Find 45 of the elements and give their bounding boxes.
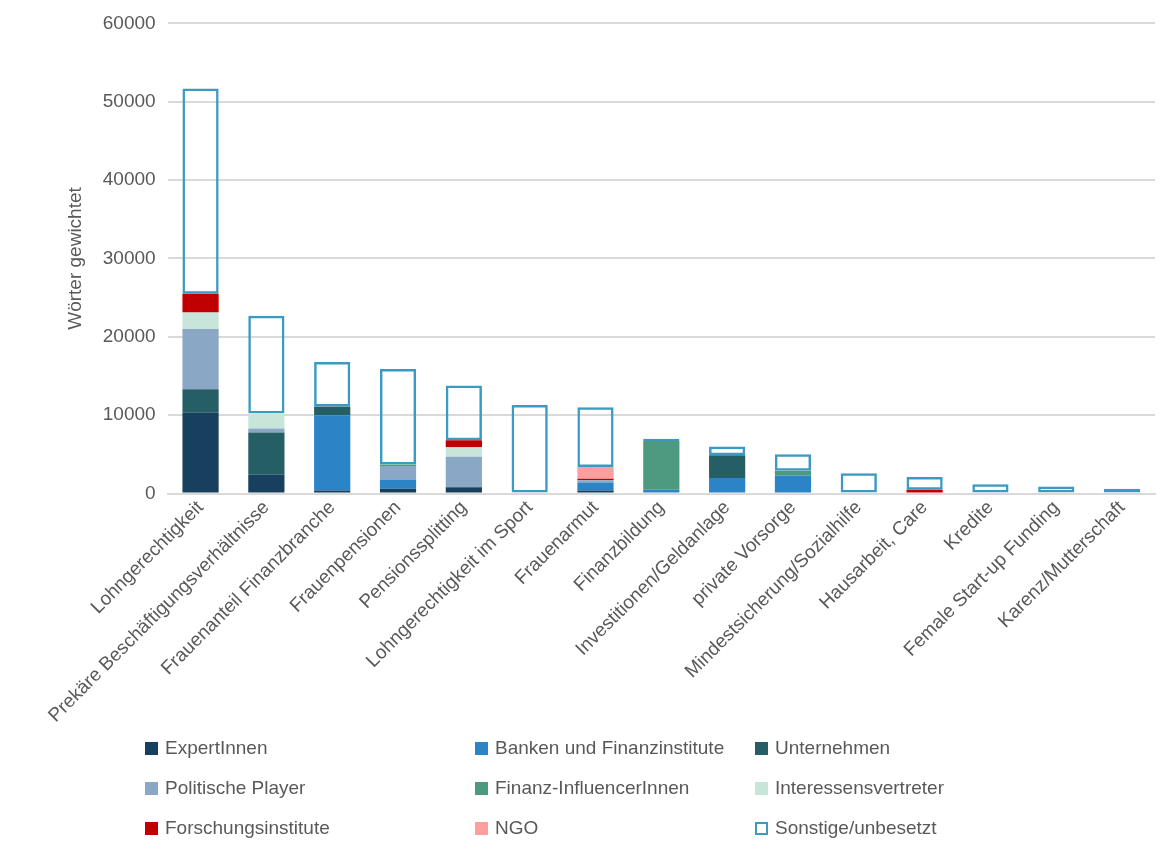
y-tick-label: 20000 [102, 325, 156, 347]
bar [445, 456, 482, 488]
bar [182, 329, 219, 390]
bar [182, 389, 219, 413]
legend-label: Forschungsinstitute [165, 817, 330, 839]
y-tick-label: 0 [145, 481, 156, 503]
bar [379, 479, 417, 489]
bar [314, 406, 351, 416]
bar [709, 477, 746, 493]
bar [182, 412, 219, 493]
bar [906, 489, 943, 493]
bar [314, 490, 351, 493]
bar [709, 455, 746, 478]
bar [774, 475, 812, 493]
bar [248, 413, 285, 429]
legend-label: ExpertInnen [165, 737, 268, 759]
bar [643, 489, 680, 493]
bar [577, 490, 614, 493]
bar [379, 488, 417, 493]
legend-label: Banken und Finanzinstitute [495, 737, 725, 759]
y-tick-label: 10000 [102, 403, 156, 425]
bar [314, 415, 351, 491]
legend-label: Finanz-InfluencerInnen [495, 777, 690, 799]
bar [774, 470, 812, 476]
y-tick-label: 30000 [102, 246, 156, 268]
y-axis-title: Wörter gewichtet [63, 186, 85, 330]
legend-label: Interessensvertreter [775, 777, 944, 799]
legend-label: Unternehmen [775, 737, 891, 759]
legend-label: Sonstige/unbesetzt [775, 817, 937, 839]
legend-label: Politische Player [165, 777, 306, 799]
y-tick-label: 50000 [102, 89, 156, 111]
bar [182, 293, 219, 313]
bar [248, 474, 285, 493]
bar [445, 447, 482, 457]
y-tick-label: 40000 [102, 168, 156, 190]
bar [445, 440, 482, 448]
bar [379, 466, 417, 480]
bar [577, 482, 614, 491]
legend-label: NGO [495, 817, 539, 839]
bar [643, 441, 680, 490]
bar [248, 432, 285, 475]
y-tick-label: 60000 [102, 11, 156, 33]
bar [577, 466, 614, 479]
bar [445, 487, 482, 493]
bar [182, 312, 219, 329]
